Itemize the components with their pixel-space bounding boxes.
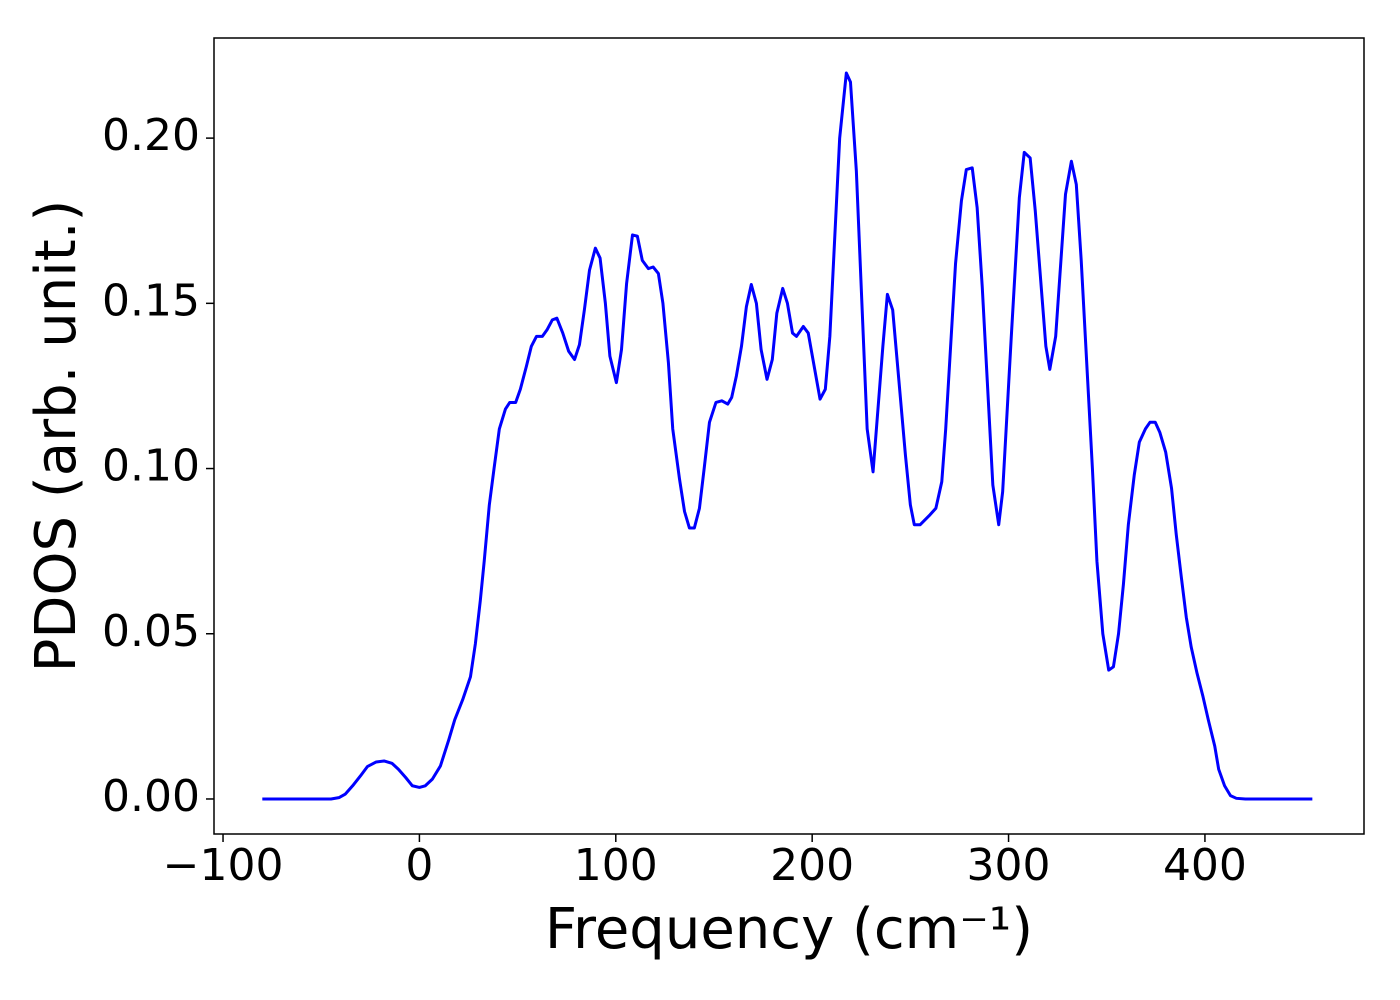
y-tick-label: 0.20 bbox=[102, 110, 200, 161]
plot-frame bbox=[213, 37, 1365, 835]
y-axis-label: PDOS (arb. unit.) bbox=[24, 200, 89, 673]
x-tick-label: 200 bbox=[770, 840, 854, 891]
y-tick-label: 0.05 bbox=[102, 606, 200, 657]
y-tick-label: 0.15 bbox=[102, 275, 200, 326]
x-tick-label: 100 bbox=[574, 840, 658, 891]
x-tick-label: −100 bbox=[163, 840, 284, 891]
x-tick-label: 0 bbox=[405, 840, 433, 891]
y-tick-label: 0.00 bbox=[102, 771, 200, 822]
line bbox=[262, 71, 1313, 801]
y-tick-label: 0.10 bbox=[102, 441, 200, 492]
x-tick-label: 400 bbox=[1163, 840, 1247, 891]
x-axis-label: Frequency (cm⁻¹) bbox=[545, 897, 1033, 962]
x-tick-label: 300 bbox=[967, 840, 1051, 891]
